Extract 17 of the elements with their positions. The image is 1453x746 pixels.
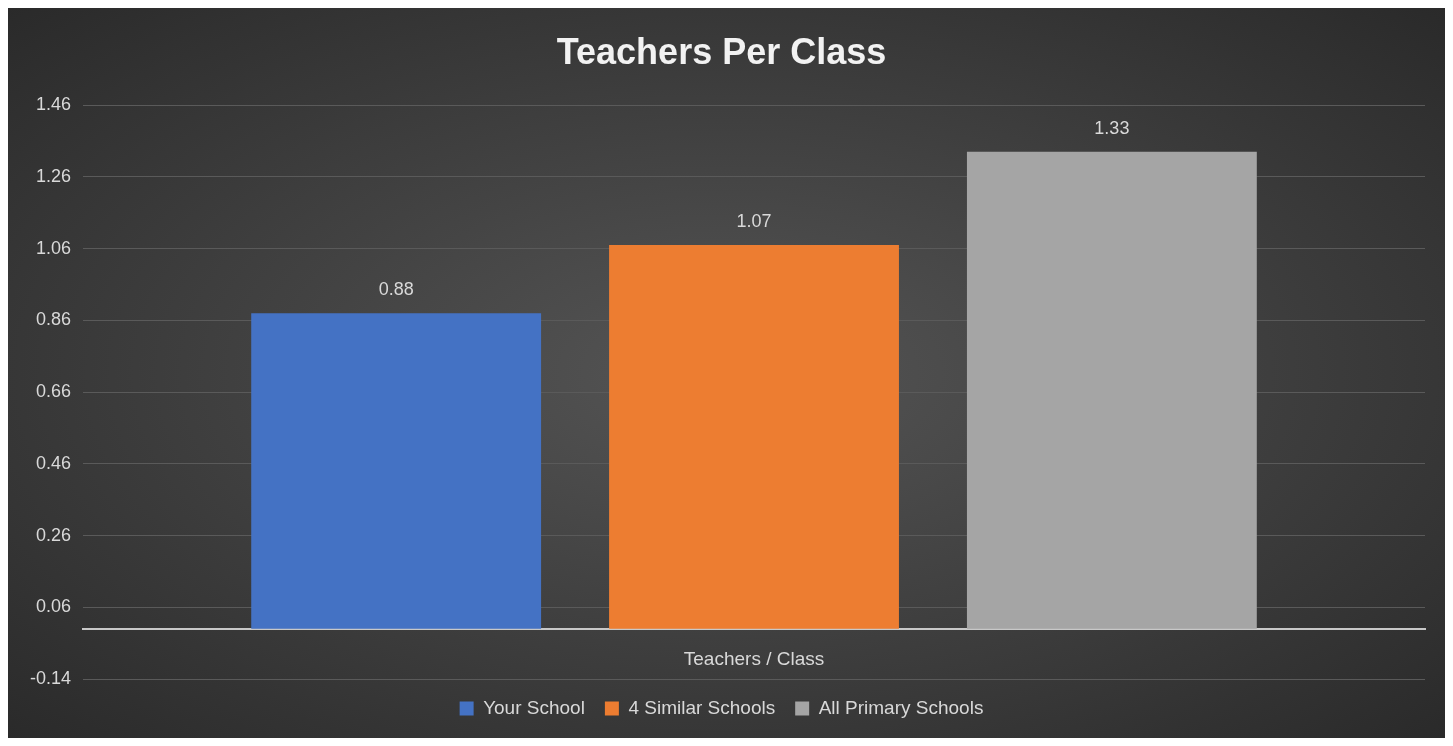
y-tick-label: 1.06 (35, 237, 72, 258)
y-tick-label: 1.26 (35, 165, 72, 186)
y-tick-label: -0.14 (30, 667, 72, 688)
legend-label: All Primary Schools (818, 696, 984, 718)
data-label: 1.07 (736, 211, 772, 232)
legend-label: Your School (483, 696, 585, 718)
y-tick-label: 1.46 (35, 94, 72, 115)
y-tick-label: 0.66 (35, 381, 72, 402)
y-tick-label: 0.06 (35, 596, 72, 617)
data-label: 1.33 (1094, 117, 1130, 138)
y-tick-label: 0.86 (35, 309, 72, 330)
legend-label: 4 Similar Schools (628, 696, 776, 718)
x-tick-label: Teachers / Class (683, 648, 825, 670)
y-tick-label: 0.26 (35, 524, 72, 545)
data-label: 0.88 (378, 279, 414, 300)
chart-title: Teachers Per Class (556, 30, 887, 72)
y-tick-label: 0.46 (35, 452, 72, 473)
